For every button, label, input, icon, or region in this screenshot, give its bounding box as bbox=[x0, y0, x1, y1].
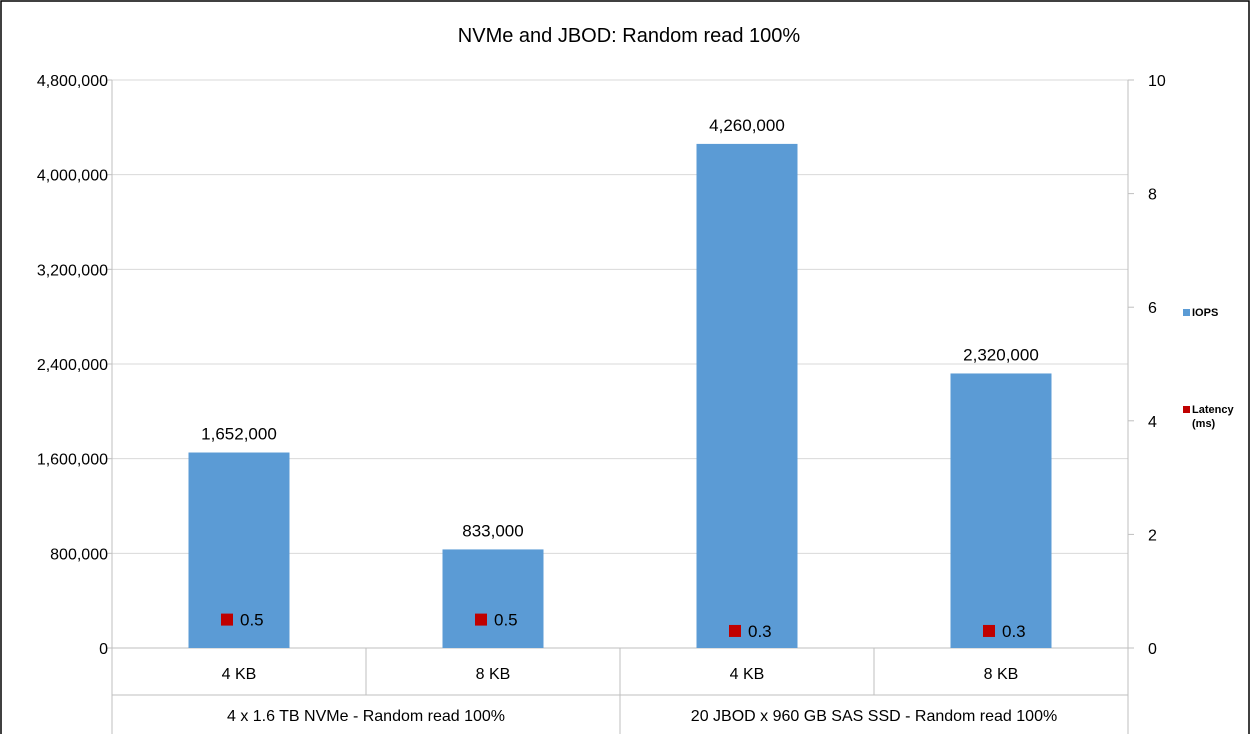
legend-swatch-iops bbox=[1183, 309, 1190, 316]
right-axis-tick-label: 10 bbox=[1148, 73, 1166, 90]
right-axis-tick-label: 2 bbox=[1148, 527, 1157, 544]
legend-label-latency: Latency bbox=[1192, 404, 1234, 416]
left-axis-tick-label: 3,200,000 bbox=[37, 262, 108, 279]
left-axis-tick-label: 800,000 bbox=[50, 546, 108, 563]
right-axis-tick-label: 4 bbox=[1148, 414, 1157, 431]
right-axis-tick-label: 0 bbox=[1148, 641, 1157, 658]
right-axis-tick-label: 6 bbox=[1148, 300, 1157, 317]
x-tick-label: 8 KB bbox=[984, 666, 1019, 683]
latency-data-label: 0.3 bbox=[748, 622, 772, 641]
latency-marker bbox=[475, 613, 487, 626]
iops-data-label: 2,320,000 bbox=[963, 345, 1039, 364]
iops-bar bbox=[696, 143, 798, 648]
latency-marker bbox=[983, 624, 995, 637]
x-tick-label: 8 KB bbox=[476, 666, 511, 683]
iops-data-label: 4,260,000 bbox=[709, 116, 785, 135]
left-axis-tick-label: 4,800,000 bbox=[37, 73, 108, 90]
iops-data-label: 833,000 bbox=[462, 521, 523, 540]
legend: IOPS Latency (ms) bbox=[1183, 307, 1234, 430]
latency-data-label: 0.3 bbox=[1002, 622, 1026, 641]
iops-bar bbox=[188, 452, 290, 648]
left-axis-tick-label: 4,000,000 bbox=[37, 168, 108, 185]
iops-data-label: 1,652,000 bbox=[201, 425, 277, 444]
left-axis-tick-label: 1,600,000 bbox=[37, 452, 108, 469]
iops-bar bbox=[950, 373, 1052, 648]
left-axis-tick-label: 0 bbox=[99, 641, 108, 658]
legend-label-latency-unit: (ms) bbox=[1192, 418, 1216, 430]
latency-data-label: 0.5 bbox=[240, 611, 264, 630]
chart-title: NVMe and JBOD: Random read 100% bbox=[458, 25, 801, 47]
x-group-label: 4 x 1.6 TB NVMe - Random read 100% bbox=[227, 708, 505, 725]
latency-markers bbox=[221, 613, 995, 637]
left-axis-tick-label: 2,400,000 bbox=[37, 357, 108, 374]
axes: 0 800,000 1,600,000 2,400,000 3,200,000 4,000… bbox=[37, 73, 1166, 734]
legend-swatch-latency bbox=[1183, 406, 1190, 413]
x-tick-label: 4 KB bbox=[222, 666, 257, 683]
iops-bar bbox=[442, 549, 544, 648]
x-group-label: 20 JBOD x 960 GB SAS SSD - Random read 1… bbox=[691, 708, 1057, 725]
latency-data-label: 0.5 bbox=[494, 611, 518, 630]
x-tick-label: 4 KB bbox=[730, 666, 765, 683]
legend-label-iops: IOPS bbox=[1192, 307, 1218, 319]
latency-marker bbox=[729, 624, 741, 637]
latency-marker bbox=[221, 613, 233, 626]
iops-bars bbox=[188, 143, 1052, 648]
data-labels: 1,652,000 833,000 4,260,000 2,320,000 0.5 0.5… bbox=[201, 116, 1039, 641]
right-axis-tick-label: 8 bbox=[1148, 187, 1157, 204]
